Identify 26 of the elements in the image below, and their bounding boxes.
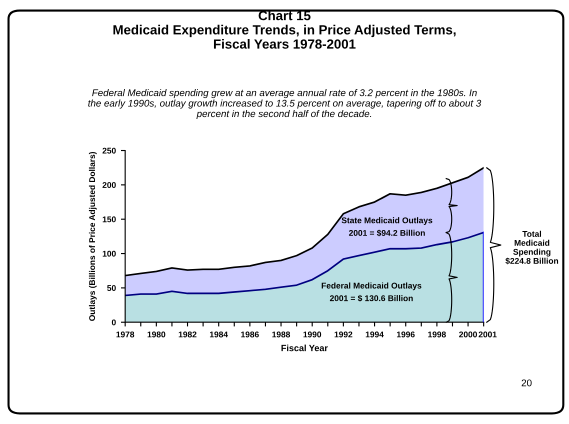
x-tick-label: 1980 — [148, 331, 166, 338]
text: 20 — [522, 379, 532, 386]
x-tick-label: 1984 — [210, 331, 228, 338]
x-tick-label: 2000 — [459, 331, 477, 338]
x-tick-label: 1978 — [116, 331, 134, 338]
x-tick-label: 1988 — [272, 331, 290, 338]
y-tick-label: 50 — [107, 285, 116, 291]
y-tick-label: 200 — [102, 182, 116, 188]
annotation: Federal Medicaid Outlays 2001 = $ 130.6 Billion — [322, 282, 422, 302]
chart-subtitle: Federal Medicaid spending grew at an average annual rate of 3.2 percent in the 1980s. In the early 1990s, outlay growth increased to 13.5 percent on average, tapering off to about 3 percent in the second half of the decade. — [88, 89, 482, 120]
x-tick-label: 1994 — [366, 331, 384, 338]
x-axis-title: Fiscal Year — [282, 344, 328, 352]
x-tick-label: 1986 — [241, 331, 259, 338]
x-tick-label: 2001 — [478, 331, 497, 338]
y-tick-label: 250 — [102, 148, 116, 154]
y-axis-title: Outlays (Billions of Price Adjusted Dollars) — [88, 152, 97, 321]
x-tick-label: 1996 — [396, 331, 415, 338]
x-tick-label: 1990 — [303, 331, 322, 338]
x-tick-label: 1992 — [334, 331, 352, 338]
annotation: State Medicaid Outlays 2001 = $94.2 Billion — [342, 217, 432, 236]
text: Total Medicaid Spending $224.8 Billion — [505, 230, 558, 264]
x-tick-label: 1998 — [428, 331, 446, 338]
y-tick-label: 0 — [112, 319, 116, 326]
y-tick-label: 100 — [102, 250, 116, 257]
x-tick-label: 1982 — [178, 331, 196, 338]
y-tick-label: 150 — [102, 216, 116, 222]
